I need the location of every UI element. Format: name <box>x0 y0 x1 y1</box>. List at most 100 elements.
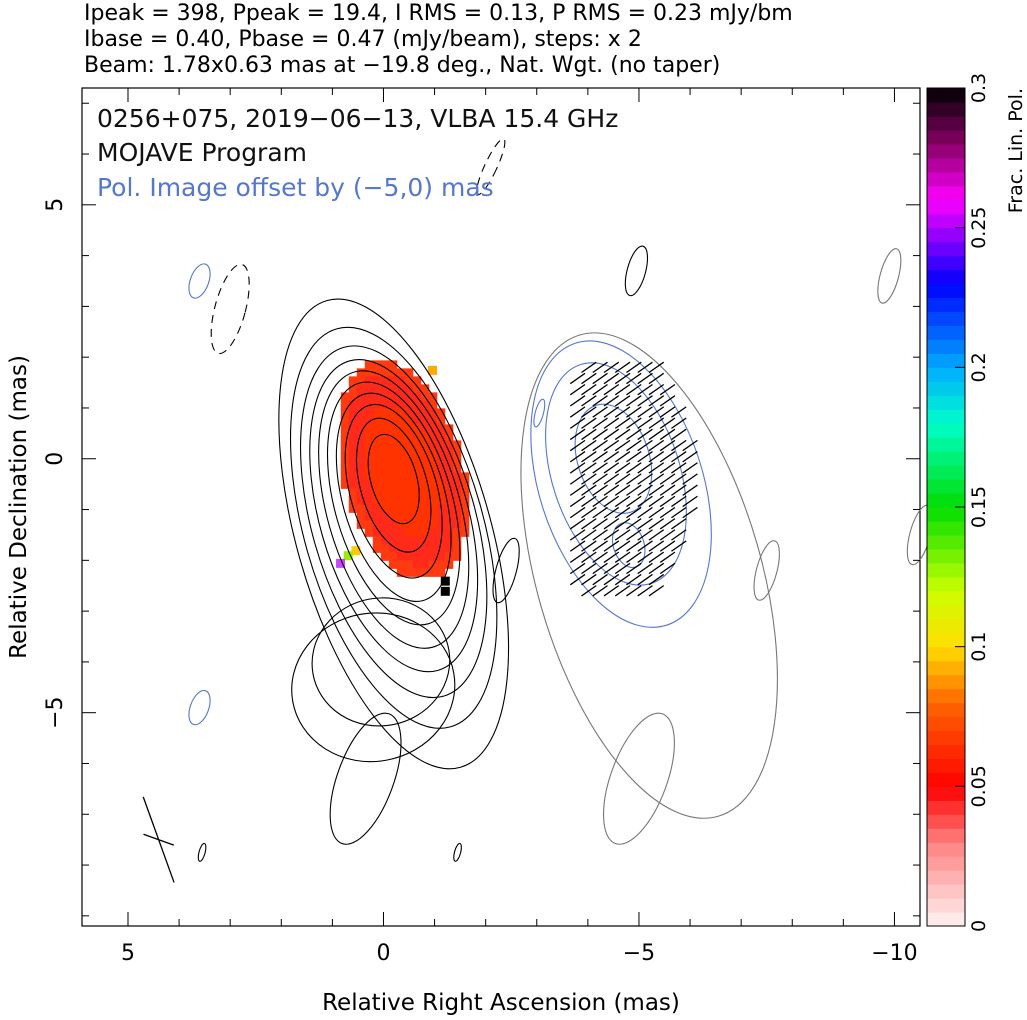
evpa-vector <box>569 451 586 463</box>
frac-pol-pixel <box>348 496 358 505</box>
stokes-i-contour <box>318 370 470 649</box>
frac-pol-pixel <box>364 480 374 489</box>
evpa-vector <box>603 506 620 519</box>
colorbar-segment <box>927 171 965 187</box>
evpa-vector <box>626 540 642 552</box>
colorbar-segment <box>927 493 965 508</box>
frac-pol-pixel <box>396 528 406 537</box>
evpa-vector <box>581 473 597 485</box>
noise-contour <box>877 248 902 304</box>
frac-pol-pixel <box>420 384 430 393</box>
evpa-vector <box>603 529 620 541</box>
frac-pol-pixel <box>428 408 438 417</box>
frac-pol-pixel <box>420 464 430 473</box>
colorbar-segment <box>927 590 965 606</box>
evpa-vector <box>648 428 665 441</box>
evpa-vector <box>682 495 698 508</box>
y-axis-label: Relative Declination (mas) <box>6 355 32 659</box>
evpa-vector <box>648 383 665 396</box>
frac-pol-pixel <box>356 408 366 417</box>
colorbar-segment <box>927 842 965 857</box>
colorbar-segment <box>927 800 965 815</box>
evpa-vector <box>637 361 653 374</box>
evpa-vector <box>626 495 642 508</box>
evpa-vector <box>614 451 631 463</box>
frac-pol-pixel <box>412 376 422 385</box>
frac-pol-pixel <box>396 448 406 457</box>
frac-pol-pixel <box>420 440 430 449</box>
evpa-vector <box>626 518 642 530</box>
frac-pol-pixel <box>388 536 398 545</box>
frac-pol-pixel <box>388 384 398 393</box>
stokes-i-contour <box>335 392 452 603</box>
evpa-vector <box>603 417 620 429</box>
frac-pol-pixel <box>412 456 422 465</box>
colorbar-segment <box>927 618 965 634</box>
evpa-vector <box>569 562 586 575</box>
evpa-vector <box>659 562 676 575</box>
evpa-vector <box>592 428 608 441</box>
colorbar-segment <box>927 409 965 424</box>
frac-pol-pixel <box>364 424 374 433</box>
evpa-vector <box>626 585 642 597</box>
frac-pol-pixel <box>340 472 350 481</box>
frac-pol-pixel <box>388 496 398 505</box>
frac-pol-pixel <box>372 448 382 457</box>
frac-pol-pixel <box>388 392 398 401</box>
colorbar-segment <box>927 730 965 746</box>
evpa-vector <box>614 585 631 597</box>
noise-contour <box>624 245 649 297</box>
evpa-vector <box>671 462 687 474</box>
evpa-vector <box>637 383 653 396</box>
frac-pol-pixel <box>348 384 358 393</box>
evpa-vector <box>626 506 642 519</box>
colorbar-tick-label: 0.2 <box>968 352 990 382</box>
frac-pol-pixel <box>372 368 382 377</box>
colorbar-segment <box>927 213 965 229</box>
evpa-vector <box>659 484 676 496</box>
evpa-vector <box>581 462 597 474</box>
frac-pol-pixel <box>412 384 422 393</box>
evpa-vector <box>648 395 665 407</box>
colorbar-segment <box>927 367 965 382</box>
frac-pol-pixel <box>380 488 390 497</box>
frac-pol-pixel <box>404 544 414 553</box>
evpa-vector <box>592 383 608 396</box>
colorbar-tick-label: 0.25 <box>968 207 990 249</box>
frac-pol-pixel <box>340 424 350 433</box>
evpa-vector <box>637 462 653 474</box>
evpa-vector <box>682 473 698 485</box>
frac-pol-pixel <box>356 512 366 521</box>
evpa-vector <box>581 417 597 429</box>
evpa-vector <box>581 484 597 496</box>
evpa-vector <box>569 518 586 530</box>
frac-pol-pixel <box>388 528 398 537</box>
frac-pol-pixel <box>436 496 446 505</box>
pol-offset-annotation: Pol. Image offset by (−5,0) mas <box>97 173 494 202</box>
frac-pol-pixel <box>396 416 406 425</box>
frac-pol-pixel <box>396 376 406 385</box>
frac-pol-pixel <box>380 480 390 489</box>
evpa-vector <box>682 439 698 452</box>
evpa-vector <box>569 551 586 563</box>
frac-pol-pixel <box>428 432 438 441</box>
colorbar-segment <box>927 255 965 271</box>
frac-pol-pixel <box>380 368 390 377</box>
frac-pol-pixel <box>364 440 374 449</box>
frac-pol-pixel <box>364 408 374 417</box>
frac-pol-pixel <box>428 400 438 409</box>
colorbar-segment <box>927 101 965 117</box>
frac-pol-pixel <box>388 520 398 529</box>
evpa-vector <box>637 585 653 597</box>
frac-pol-pixel <box>396 368 406 377</box>
frac-pol-pixel <box>348 472 358 481</box>
frac-pol-pixel <box>428 552 438 561</box>
evpa-vector <box>659 428 676 441</box>
noise-contour <box>753 540 780 601</box>
frac-pol-pixel <box>444 496 454 505</box>
frac-pol-pixel <box>396 472 406 481</box>
evpa-vector <box>592 506 608 519</box>
polarized-intensity-layer <box>520 332 778 819</box>
frac-pol-pixel <box>444 488 454 497</box>
evpa-vector <box>569 529 586 541</box>
